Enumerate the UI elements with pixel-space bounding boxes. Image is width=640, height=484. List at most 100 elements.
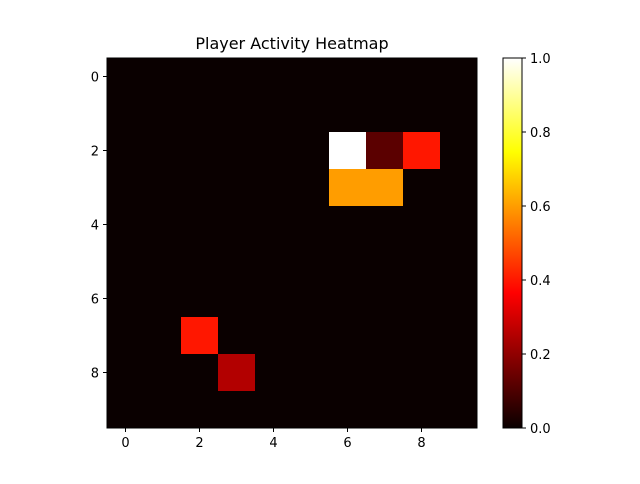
heatmap-cell	[218, 132, 256, 170]
heatmap-cell	[255, 132, 293, 170]
heatmap-cell	[366, 243, 404, 281]
heatmap-cell	[329, 391, 367, 429]
plot-frame	[106, 57, 478, 429]
heatmap-cell	[107, 317, 145, 355]
heatmap-cell	[181, 391, 219, 429]
heatmap-cell	[218, 95, 256, 133]
heatmap-cell	[107, 95, 145, 133]
heatmap-cell	[181, 58, 219, 96]
heatmap-cell	[403, 95, 441, 133]
heatmap-cell	[181, 95, 219, 133]
heatmap-cell	[366, 132, 404, 170]
heatmap-cell	[255, 95, 293, 133]
heatmap-cell	[329, 243, 367, 281]
heatmap-cell	[218, 317, 256, 355]
heatmap-cell	[366, 169, 404, 207]
heatmap-cell	[292, 280, 330, 318]
heatmap-cell	[440, 95, 478, 133]
heatmap-cell	[218, 169, 256, 207]
heatmap-cell	[329, 354, 367, 392]
heatmap-cell	[403, 354, 441, 392]
heatmap-cell	[107, 58, 145, 96]
colorbar-tick-label: 0.6	[530, 200, 551, 215]
heatmap-cell	[329, 58, 367, 96]
chart-title: Player Activity Heatmap	[195, 34, 388, 53]
colorbar	[502, 57, 523, 429]
heatmap-cell	[144, 280, 182, 318]
heatmap-cell	[440, 391, 478, 429]
heatmap-cell	[292, 95, 330, 133]
colorbar-tick-label: 1.0	[530, 52, 551, 67]
heatmap-cell	[181, 317, 219, 355]
x-tick-label: 8	[417, 436, 425, 451]
heatmap-cell	[181, 206, 219, 244]
heatmap-cell	[329, 95, 367, 133]
heatmap-cell	[403, 280, 441, 318]
heatmap-cell	[403, 132, 441, 170]
heatmap-cell	[107, 206, 145, 244]
colorbar-tick-label: 0.0	[530, 422, 551, 437]
heatmap-cell	[440, 354, 478, 392]
heatmap-cell	[218, 206, 256, 244]
heatmap-cell	[292, 132, 330, 170]
heatmap-cell	[255, 354, 293, 392]
x-tick-label: 6	[343, 436, 351, 451]
heatmap-cell	[366, 58, 404, 96]
colorbar-tick-label: 0.2	[530, 348, 551, 363]
heatmap-cell	[255, 58, 293, 96]
heatmap-cell	[403, 206, 441, 244]
heatmap-cell	[403, 169, 441, 207]
heatmap-cell	[218, 280, 256, 318]
heatmap-cell	[292, 317, 330, 355]
heatmap-cell	[403, 58, 441, 96]
heatmap-cell	[255, 169, 293, 207]
heatmap-cell	[181, 169, 219, 207]
heatmap-cell	[218, 243, 256, 281]
heatmap-cell	[292, 206, 330, 244]
y-tick-label: 4	[91, 219, 99, 234]
y-tick-label: 8	[91, 367, 99, 382]
y-axis-ticks: 0 2 4 6 8	[91, 71, 107, 382]
heatmap-cell	[329, 317, 367, 355]
heatmap-cell	[144, 243, 182, 281]
x-axis-ticks: 0 2 4 6 8	[121, 428, 426, 451]
y-tick-label: 2	[91, 145, 99, 160]
heatmap-cell	[144, 206, 182, 244]
heatmap-cell	[144, 391, 182, 429]
heatmap-cell	[144, 58, 182, 96]
heatmap-cell	[366, 280, 404, 318]
heatmap-cell	[255, 317, 293, 355]
heatmap-cell	[107, 169, 145, 207]
heatmap-cell	[292, 169, 330, 207]
heatmap-cell	[440, 280, 478, 318]
heatmap-cell	[292, 243, 330, 281]
heatmap-cell	[107, 243, 145, 281]
heatmap-cell	[292, 58, 330, 96]
heatmap-cell	[440, 243, 478, 281]
heatmap-cell	[440, 132, 478, 170]
heatmap-cell	[255, 391, 293, 429]
heatmap-cell	[403, 243, 441, 281]
heatmap-cell	[403, 317, 441, 355]
heatmap-cell	[440, 317, 478, 355]
heatmap-cell	[255, 206, 293, 244]
colorbar-tick-label: 0.4	[530, 274, 551, 289]
heatmap-cell	[218, 391, 256, 429]
heatmap-cell	[144, 132, 182, 170]
heatmap-cell	[181, 243, 219, 281]
heatmap-cell	[329, 169, 367, 207]
heatmap-cell	[218, 58, 256, 96]
y-tick-label: 0	[91, 71, 99, 86]
heatmap-cell	[292, 354, 330, 392]
heatmap-cell	[181, 354, 219, 392]
heatmap-cell	[366, 206, 404, 244]
heatmap-cell	[144, 317, 182, 355]
heatmap-cells	[107, 58, 478, 429]
heatmap-cell	[181, 280, 219, 318]
x-tick-label: 2	[195, 436, 203, 451]
heatmap-cell	[107, 354, 145, 392]
heatmap-cell	[107, 132, 145, 170]
heatmap-cell	[292, 391, 330, 429]
heatmap-cell	[440, 58, 478, 96]
